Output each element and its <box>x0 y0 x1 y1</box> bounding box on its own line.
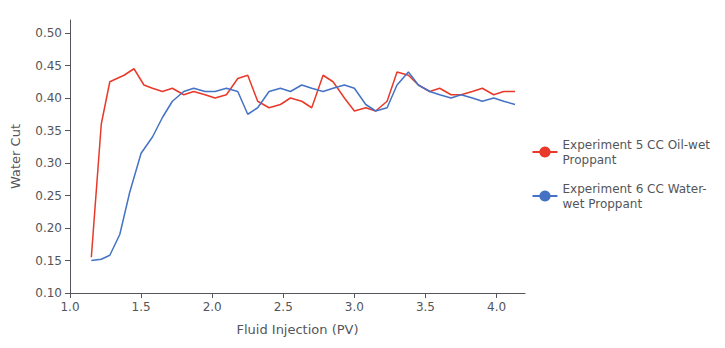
svg-text:2.5: 2.5 <box>274 300 293 314</box>
svg-text:Experiment 6 CC Water-: Experiment 6 CC Water- <box>562 182 706 196</box>
svg-text:0.35: 0.35 <box>35 124 62 138</box>
svg-text:4.0: 4.0 <box>487 300 506 314</box>
svg-text:wet Proppant: wet Proppant <box>562 197 642 211</box>
svg-text:Fluid Injection (PV): Fluid Injection (PV) <box>236 322 358 337</box>
svg-text:Water Cut: Water Cut <box>8 124 23 189</box>
svg-text:0.10: 0.10 <box>35 286 62 300</box>
svg-text:1.5: 1.5 <box>132 300 151 314</box>
svg-text:0.45: 0.45 <box>35 59 62 73</box>
svg-text:3.5: 3.5 <box>416 300 435 314</box>
svg-text:Proppant: Proppant <box>562 153 616 167</box>
svg-text:0.50: 0.50 <box>35 26 62 40</box>
svg-text:0.20: 0.20 <box>35 221 62 235</box>
svg-text:0.15: 0.15 <box>35 254 62 268</box>
svg-text:0.40: 0.40 <box>35 91 62 105</box>
svg-text:3.0: 3.0 <box>345 300 364 314</box>
svg-text:0.30: 0.30 <box>35 156 62 170</box>
svg-text:Experiment 5 CC Oil-wet: Experiment 5 CC Oil-wet <box>562 138 710 152</box>
svg-text:1.0: 1.0 <box>60 300 79 314</box>
svg-text:2.0: 2.0 <box>203 300 222 314</box>
svg-text:0.25: 0.25 <box>35 189 62 203</box>
